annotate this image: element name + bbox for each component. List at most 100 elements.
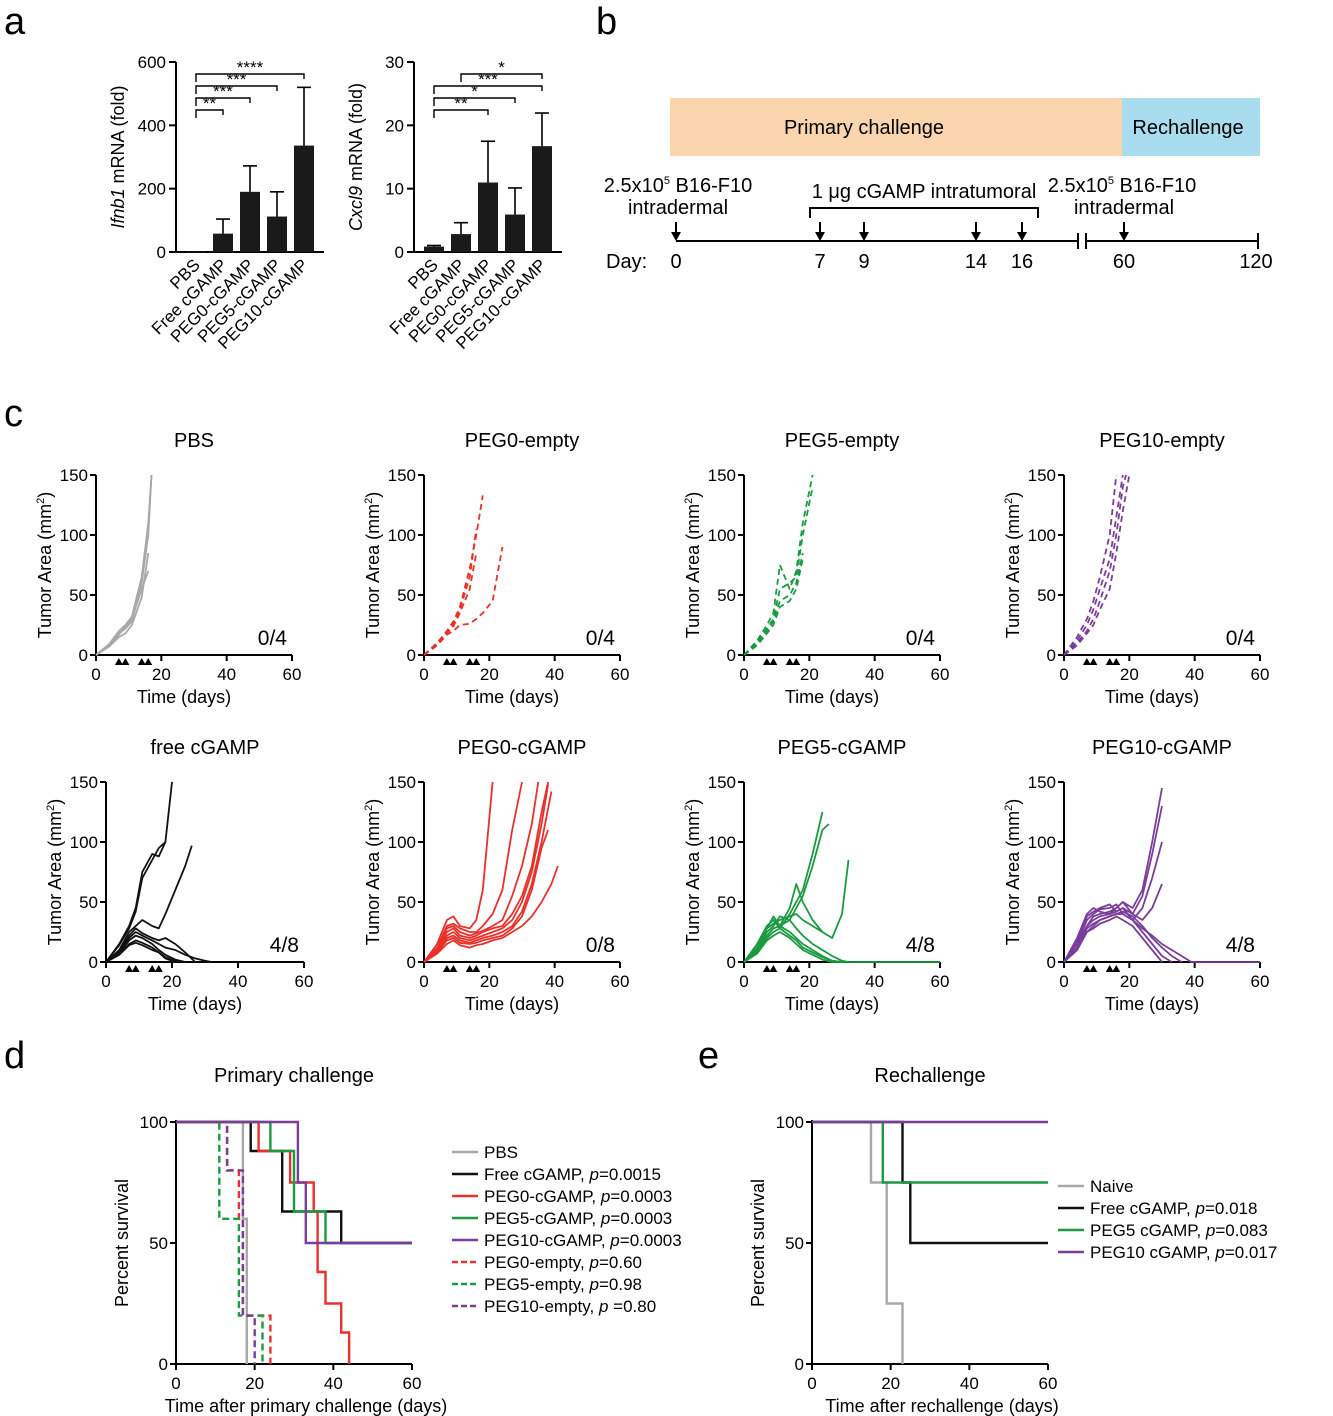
day-9: 9 [858,251,869,273]
y-tick-label: 150 [708,773,736,792]
day-7: 7 [814,251,825,273]
survival-plot: Primary challenge 0 50 100 0 20 40 60 Time after… [112,1065,682,1416]
treatment-marker [785,965,794,972]
x-tick-label: 0 [419,665,428,684]
x-tick-label: 20 [800,665,819,684]
plot-title: PBS [174,430,214,452]
y-axis-label-sup: 2 [683,498,695,504]
y-axis-label: Tumor Area (mm2) [35,492,55,638]
legend-p: p [589,1275,599,1294]
y-tick-label: 50 [79,893,98,912]
legend-name: PEG0-cGAMP, [484,1187,601,1206]
tumor-curve-3 [743,552,804,656]
panel-letter-b: b [596,1,617,43]
legend-entry-PEG5 cGAMP: PEG5 cGAMP, p=0.083 [1090,1221,1268,1240]
y-axis-label-end: ) [35,492,55,498]
y-axis-label: Tumor Area (mm2) [45,799,65,945]
bar-PEG5-cGAMP [267,216,287,252]
x-tick-label: 40 [865,972,884,991]
legend-pval: =0.0003 [610,1187,672,1206]
bar-PEG0-cGAMP [478,182,498,252]
legend-name: Free cGAMP, [1090,1199,1196,1218]
rechallenge-label: Rechallenge [1132,117,1243,139]
y-tick-label: 0 [407,646,416,665]
plot-title: PEG10-empty [1099,430,1225,452]
x-tick-label: 40 [1185,972,1204,991]
treatment-marker [114,658,123,665]
tumor-curve-8 [1063,915,1163,963]
tumor-curve-5 [105,931,212,963]
y-tick-label: 100 [70,833,98,852]
survival-curve-PEG0-empty [176,1120,272,1364]
rechallenge-band [1122,98,1260,156]
treatment-marker [1082,965,1091,972]
treatment-marker [449,965,458,972]
y-tick-label: 0 [727,953,736,972]
legend-name: PEG5-cGAMP, [484,1209,601,1228]
y-axis-label-sup: 2 [1003,498,1015,504]
y-axis-label-end: ) [683,799,703,805]
plot-title: PEG5-cGAMP [778,737,907,759]
tumor-curve-4 [105,927,196,963]
bar-PEG5-cGAMP [505,214,525,252]
y-tick-label: 50 [397,893,416,912]
treatment-marker [442,658,451,665]
y-tick-label: 50 [717,893,736,912]
tumor-curve-1 [743,474,814,656]
legend-p: p [600,1209,610,1228]
survival-curve-PEG5 cGAMP [812,1120,1048,1184]
arrow-head-day-0 [671,232,681,241]
panel-b-timeline: Primary challenge Rechallenge 2.5x105 B1… [604,98,1273,273]
y-axis-label-gene: Ifnb1 [108,188,128,228]
y-tick-label: 0 [1047,953,1056,972]
arrow-head-day-14 [971,232,981,241]
y-axis-label: Ifnb1 mRNA (fold) [108,85,128,228]
x-axis-label: Time (days) [1105,994,1199,1014]
y-axis-label-sup: 2 [363,805,375,811]
day-120: 120 [1239,251,1272,273]
significance-stars: *** [213,82,233,101]
y-tick-label: 150 [708,466,736,485]
tumor-curve-2 [105,841,167,963]
legend-p: p [589,1165,599,1184]
plot-title: free cGAMP [151,737,260,759]
x-tick-label: 20 [163,972,182,991]
significance-bracket [460,73,543,82]
x-tick-label: 40 [229,972,248,991]
tumor-curve-4 [743,859,850,963]
day-60: 60 [1113,251,1135,273]
y-tick-label: 200 [138,180,166,199]
legend-p: p [589,1253,599,1272]
y-tick-label: 150 [1028,773,1056,792]
response-ratio: 0/4 [1226,627,1256,650]
y-axis-label-sup: 2 [1003,805,1015,811]
x-tick-label: 0 [1059,972,1068,991]
x-tick-label: 0 [419,972,428,991]
treatment-marker [792,658,801,665]
y-axis-label-end: ) [363,799,383,805]
legend-entry-PEG10 cGAMP: PEG10 cGAMP, p=0.017 [1090,1243,1277,1262]
response-ratio: 0/4 [258,627,288,650]
tumor-curve-2 [423,528,478,656]
significance-stars: *** [478,70,498,89]
tumor-curve-7 [105,939,176,963]
tumor-curve-3 [105,845,193,963]
survival-curve-PEG5-cGAMP [176,1120,412,1245]
x-tick-label: 60 [283,665,302,684]
tumor-curve-5 [1063,907,1173,963]
x-axis-label: Time (days) [137,687,231,707]
x-tick-label: 20 [1120,972,1139,991]
survival-curve-PEG5-empty [176,1120,264,1364]
legend-name: PEG5 cGAMP, [1090,1221,1206,1240]
bar-PEG0-cGAMP [240,191,260,252]
y-axis-label-end: ) [1003,799,1023,805]
treatment-marker [148,965,157,972]
tumor-curve-5 [743,915,849,963]
tumor-curve-2 [95,474,153,656]
x-tick-label: 20 [881,1374,900,1393]
y-axis-label: Tumor Area (mm2) [683,492,703,638]
y-axis-label-gene: Cxcl9 [346,186,366,231]
y-axis-label: Percent survival [748,1179,768,1307]
arrow-head-day-7 [815,232,825,241]
